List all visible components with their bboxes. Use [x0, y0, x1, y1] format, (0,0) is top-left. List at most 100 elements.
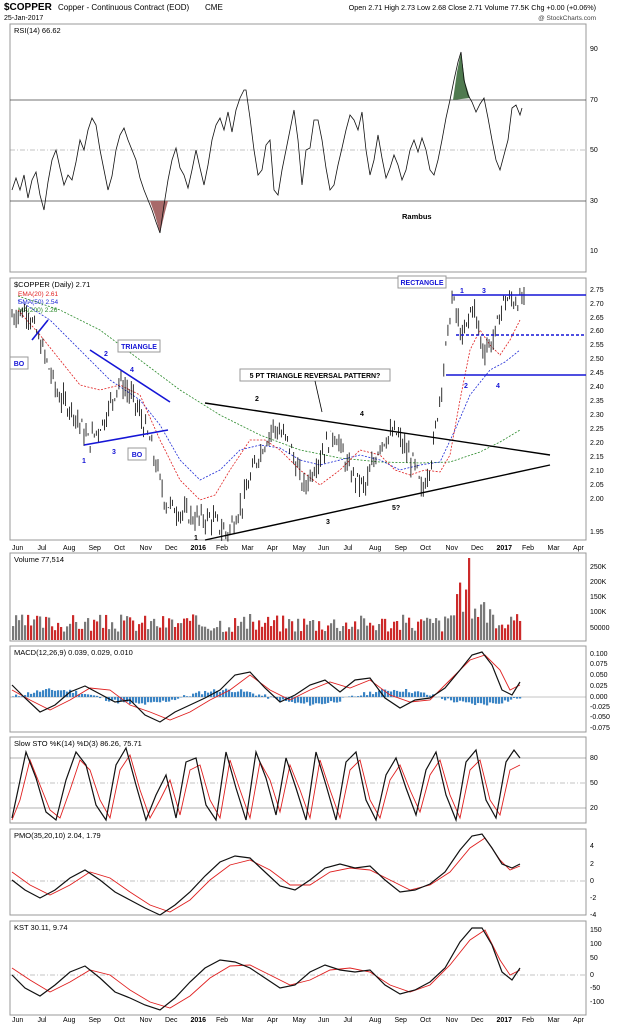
early-breakout-line [31, 319, 49, 341]
volume-bar [345, 622, 348, 640]
macd-histogram-bar [489, 697, 492, 703]
volume-bar [450, 615, 453, 640]
rectangle-wave-label: 4 [496, 383, 500, 390]
macd-histogram-bar [111, 697, 114, 701]
macd-histogram-bar [414, 691, 417, 697]
macd-histogram-bar [417, 691, 420, 697]
volume-bar [330, 623, 333, 640]
x-axis-label: Mar [242, 545, 255, 552]
volume-bar [144, 615, 147, 640]
price-tick: 2.20 [590, 440, 604, 447]
volume-bar [327, 625, 330, 640]
macd-histogram-bar [219, 691, 222, 697]
macd-histogram-bar [15, 694, 18, 697]
macd-histogram-bar [27, 692, 30, 697]
x-axis-label: Sep [89, 545, 102, 552]
macd-histogram-bar [441, 697, 444, 699]
price-tick: 2.25 [590, 426, 604, 433]
macd-histogram-bar [477, 697, 480, 704]
volume-bar [480, 604, 483, 640]
volume-bar [111, 622, 114, 640]
macd-histogram-bar [51, 689, 54, 697]
x-axis-label: May [293, 545, 307, 552]
volume-bar [264, 622, 267, 640]
bo-label-1: BO [14, 361, 25, 368]
x-axis-label: Dec [165, 545, 178, 552]
ma200-line [17, 295, 521, 464]
x-axis-label: Jul [344, 545, 353, 552]
volume-bar [447, 618, 450, 640]
macd-histogram-bar [507, 697, 510, 702]
volume-bar [444, 616, 447, 640]
volume-bar [240, 621, 243, 640]
rectangle-wave-label: 2 [464, 383, 468, 390]
price-tick: 2.05 [590, 482, 604, 489]
volume-bar [441, 631, 444, 640]
price-tick: 2.50 [590, 356, 604, 363]
rsi-tick: 30 [590, 198, 598, 205]
macd-histogram-bar [144, 697, 147, 705]
volume-bar [126, 616, 129, 640]
macd-histogram-bar [312, 697, 315, 705]
price-tick: 2.55 [590, 342, 604, 349]
macd-legend: MACD(12,26,9) 0.039, 0.029, 0.010 [14, 648, 133, 657]
macd-histogram-bar [402, 691, 405, 697]
volume-bar [171, 619, 174, 640]
macd-tick: 0.100 [590, 651, 608, 658]
macd-histogram-bar [516, 697, 519, 699]
macd-histogram-bar [309, 697, 312, 706]
volume-bar [72, 615, 75, 640]
macd-histogram-bar [399, 691, 402, 697]
volume-bar [435, 618, 438, 640]
volume-bar [432, 623, 435, 640]
macd-histogram-bar [258, 694, 261, 697]
kst-tick: -50 [590, 985, 600, 992]
macd-histogram-bar [492, 697, 495, 704]
macd-histogram-bar [261, 695, 264, 697]
volume-bar [465, 589, 468, 640]
wave-label: 3 [112, 449, 116, 456]
macd-tick: -0.025 [590, 704, 610, 711]
price-tick: 2.30 [590, 412, 604, 419]
volume-bar [354, 621, 357, 640]
volume-bar [504, 628, 507, 640]
macd-histogram-bar [429, 695, 432, 697]
macd-histogram-bar [252, 693, 255, 697]
volume-bar [513, 620, 516, 640]
macd-histogram-bar [153, 697, 156, 702]
macd-histogram-bar [330, 697, 333, 702]
x-axis-label: Dec [471, 1017, 484, 1024]
macd-histogram-bar [321, 697, 324, 705]
volume-bar [30, 625, 33, 640]
price-tick: 2.00 [590, 496, 604, 503]
volume-bar [255, 629, 258, 640]
price-tick: 2.65 [590, 315, 604, 322]
triangle-label-box [117, 339, 161, 353]
pmo-tick: -4 [590, 912, 596, 919]
macd-histogram-bar [132, 697, 135, 703]
volume-bar [294, 631, 297, 640]
macd-histogram-bar [168, 697, 171, 702]
rectangle-label: RECTANGLE [400, 280, 443, 287]
macd-line [11, 651, 521, 723]
volume-bar [297, 618, 300, 640]
bo-label-box-1 [9, 356, 29, 370]
price-tick: 2.15 [590, 454, 604, 461]
volume-bar [204, 626, 207, 640]
x-axis-label: Nov [140, 545, 153, 552]
price-tick: 2.45 [590, 370, 604, 377]
volume-bar [207, 628, 210, 640]
rsi-legend: RSI(14) 66.62 [14, 26, 61, 35]
volume-bar [279, 631, 282, 640]
volume-bar [63, 631, 66, 640]
volume-bar [162, 616, 165, 640]
rsi-panel [9, 23, 587, 273]
macd-histogram-bar [411, 693, 414, 697]
macd-histogram-bar [12, 696, 15, 697]
x-axis-label: Oct [114, 545, 125, 552]
watermark: @ StockCharts.com [538, 15, 596, 22]
macd-histogram-bar [450, 697, 453, 701]
volume-bar [378, 624, 381, 640]
volume-bar [438, 620, 441, 640]
x-axis-label: Jun [12, 1017, 23, 1024]
